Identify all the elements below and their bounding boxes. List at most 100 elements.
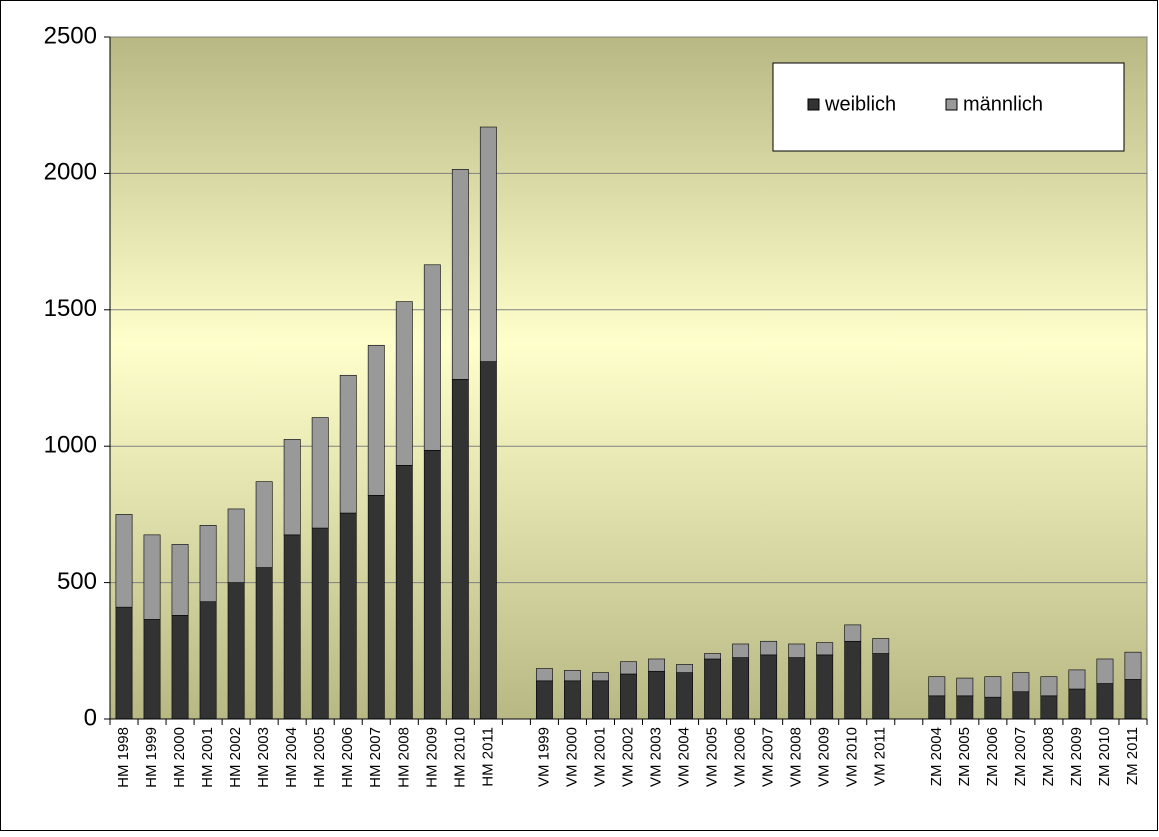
x-tick-label: VM 2002: [619, 727, 636, 787]
bar-segment: [816, 642, 834, 656]
bar-segment: [479, 361, 497, 720]
x-tick-label: ZM 2005: [956, 727, 973, 786]
y-tick-label: 500: [57, 568, 97, 595]
bar-segment: [844, 640, 862, 720]
bar-segment: [956, 695, 974, 720]
bar-segment: [844, 624, 862, 642]
bar-segment: [872, 638, 890, 654]
x-tick-label: VM 2009: [816, 727, 833, 787]
bar-segment: [115, 606, 133, 720]
bar-segment: [760, 654, 778, 720]
bar-segment: [255, 481, 273, 568]
x-tick-label: VM 1999: [535, 727, 552, 787]
bar-segment: [255, 567, 273, 720]
x-tick-label: VM 2004: [676, 727, 693, 787]
bar-segment: [227, 582, 245, 720]
bar-segment: [171, 615, 189, 720]
bar-segment: [648, 670, 665, 720]
bar-segment: [143, 619, 161, 720]
bar-segment: [171, 544, 189, 616]
bar-segment: [676, 664, 693, 673]
legend-label: weiblich: [824, 93, 896, 115]
x-tick-label: VM 2003: [647, 727, 664, 787]
y-tick-label: 2000: [44, 159, 97, 186]
x-tick-label: VM 2001: [591, 727, 608, 787]
x-tick-label: HM 2001: [199, 727, 216, 788]
bar-segment: [1012, 672, 1030, 693]
bar-segment: [956, 677, 974, 697]
x-tick-label: HM 2000: [171, 727, 188, 788]
bar-segment: [704, 653, 722, 660]
x-tick-label: HM 2010: [451, 727, 468, 788]
bar-segment: [1040, 695, 1058, 720]
bar-segment: [928, 695, 946, 720]
bar-segment: [367, 495, 385, 720]
x-tick-label: ZM 2008: [1040, 727, 1057, 786]
bar-segment: [676, 672, 693, 720]
bar-segment: [367, 344, 385, 496]
x-tick-label: HM 2009: [423, 727, 440, 788]
bar-segment: [788, 657, 806, 720]
bar-segment: [1068, 669, 1086, 690]
x-tick-label: ZM 2007: [1012, 727, 1029, 786]
bar-segment: [1096, 683, 1114, 720]
bar-segment: [115, 514, 133, 608]
legend-swatch: [807, 98, 820, 111]
x-tick-label: HM 2003: [255, 727, 272, 788]
x-tick-label: ZM 2009: [1068, 727, 1085, 786]
bar-segment: [339, 374, 357, 514]
x-tick-label: VM 2000: [563, 727, 580, 787]
y-tick-label: 2500: [44, 22, 97, 49]
bar-segment: [1096, 658, 1114, 684]
bar-segment: [648, 658, 665, 672]
bar-segment: [395, 464, 413, 720]
bar-segment: [535, 680, 553, 720]
bar-segment: [423, 264, 441, 451]
bar-segment: [592, 680, 609, 720]
bar-segment: [760, 640, 778, 656]
bar-segment: [143, 534, 161, 620]
legend-swatch: [945, 98, 958, 111]
x-tick-label: VM 2011: [872, 727, 889, 786]
bar-segment: [1040, 676, 1058, 697]
bar-segment: [199, 601, 217, 720]
bar-segment: [564, 670, 581, 682]
x-tick-label: VM 2008: [788, 727, 805, 787]
x-tick-label: VM 2005: [704, 727, 721, 787]
bar-segment: [816, 654, 834, 720]
x-tick-label: HM 2006: [339, 727, 356, 788]
x-tick-label: ZM 2004: [928, 727, 945, 786]
bar-segment: [732, 643, 750, 658]
bar-segment: [479, 126, 497, 362]
bar-segment: [535, 668, 553, 682]
bar-segment: [1012, 691, 1030, 720]
x-tick-label: HM 2007: [367, 727, 384, 788]
bar-segment: [1124, 651, 1142, 680]
x-tick-label: HM 2008: [395, 727, 412, 788]
x-tick-label: ZM 2011: [1124, 727, 1141, 785]
x-tick-label: VM 2007: [760, 727, 777, 787]
bar-segment: [311, 417, 329, 529]
x-tick-label: HM 1999: [143, 727, 160, 788]
bar-segment: [339, 512, 357, 720]
bar-segment: [451, 379, 469, 720]
x-tick-label: ZM 2010: [1096, 727, 1113, 786]
y-tick-label: 1000: [44, 432, 97, 459]
legend-label: männlich: [963, 93, 1043, 115]
x-tick-label: HM 2004: [283, 727, 300, 788]
bar-segment: [928, 676, 946, 697]
x-tick-label: HM 2005: [311, 727, 328, 788]
bar-segment: [423, 449, 441, 720]
bar-segment: [311, 527, 329, 720]
bar-segment: [704, 658, 722, 720]
bar-segment: [732, 657, 750, 720]
bar-segment: [984, 676, 1002, 698]
y-tick-label: 0: [84, 704, 97, 731]
x-tick-label: HM 2011: [479, 727, 496, 787]
bar-segment: [1068, 688, 1086, 720]
bar-segment: [395, 301, 413, 466]
bar-segment: [283, 534, 301, 720]
bar-segment: [788, 643, 806, 658]
x-tick-label: VM 2006: [732, 727, 749, 787]
